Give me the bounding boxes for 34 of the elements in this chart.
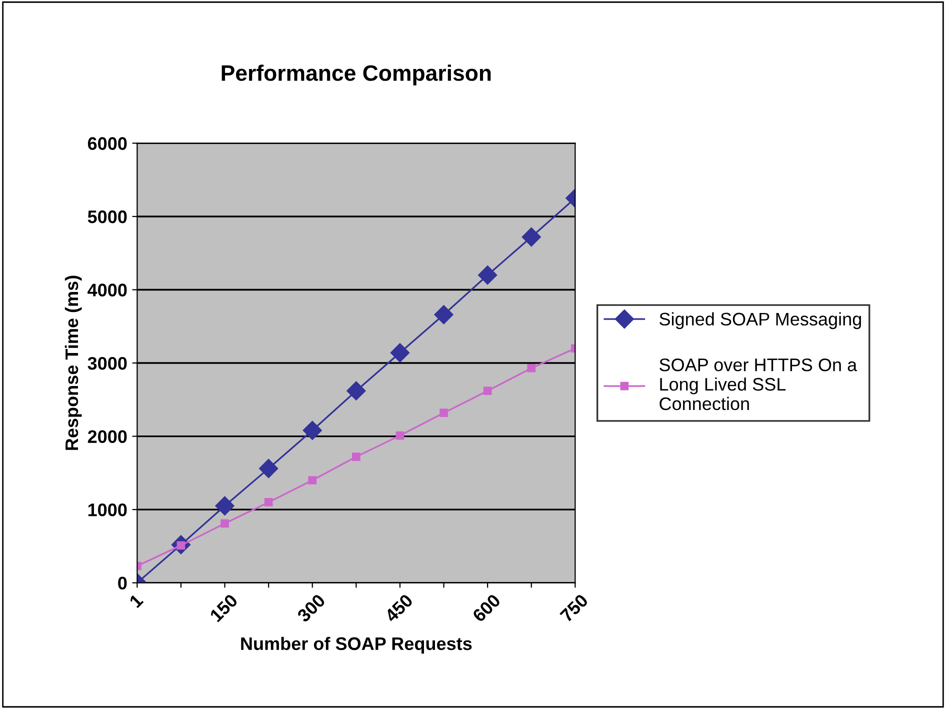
point bbox=[434, 305, 454, 324]
point bbox=[346, 381, 366, 400]
x-tick-label: 300 bbox=[296, 593, 326, 623]
point bbox=[259, 458, 278, 478]
y-tick-label: 5000 bbox=[88, 210, 127, 224]
point bbox=[264, 498, 273, 506]
point bbox=[215, 496, 234, 516]
point bbox=[396, 431, 404, 440]
point bbox=[478, 266, 498, 285]
x-tick-label: 150 bbox=[209, 593, 238, 622]
point bbox=[220, 519, 229, 528]
x-axis-title: Number of SOAP Requests bbox=[241, 636, 472, 654]
point bbox=[352, 452, 360, 461]
legend-label: SOAP over HTTPS On a Long Lived SSL Connection bbox=[660, 358, 858, 410]
point bbox=[522, 227, 541, 247]
y-tick-label: 0 bbox=[118, 576, 127, 590]
point bbox=[390, 343, 410, 362]
x-tick-label: 750 bbox=[559, 593, 589, 623]
chart-title: Performance Comparison bbox=[222, 64, 491, 86]
y-tick-label: 2000 bbox=[88, 430, 127, 443]
x-tick-label: 600 bbox=[472, 593, 502, 623]
point bbox=[440, 408, 448, 417]
point bbox=[302, 420, 322, 440]
y-tick-label: 6000 bbox=[88, 137, 127, 150]
y-tick-label: 3000 bbox=[88, 356, 127, 370]
x-tick-label: 1 bbox=[128, 593, 144, 608]
y-axis-title: Response Time (ms) bbox=[64, 276, 82, 450]
point bbox=[483, 386, 492, 396]
y-tick-label: 1000 bbox=[88, 503, 127, 516]
legend-label: Signed SOAP Messaging bbox=[660, 312, 861, 330]
point bbox=[308, 476, 317, 484]
point bbox=[527, 364, 536, 372]
x-tick-label: 450 bbox=[384, 593, 414, 624]
y-tick-label: 4000 bbox=[88, 284, 127, 296]
